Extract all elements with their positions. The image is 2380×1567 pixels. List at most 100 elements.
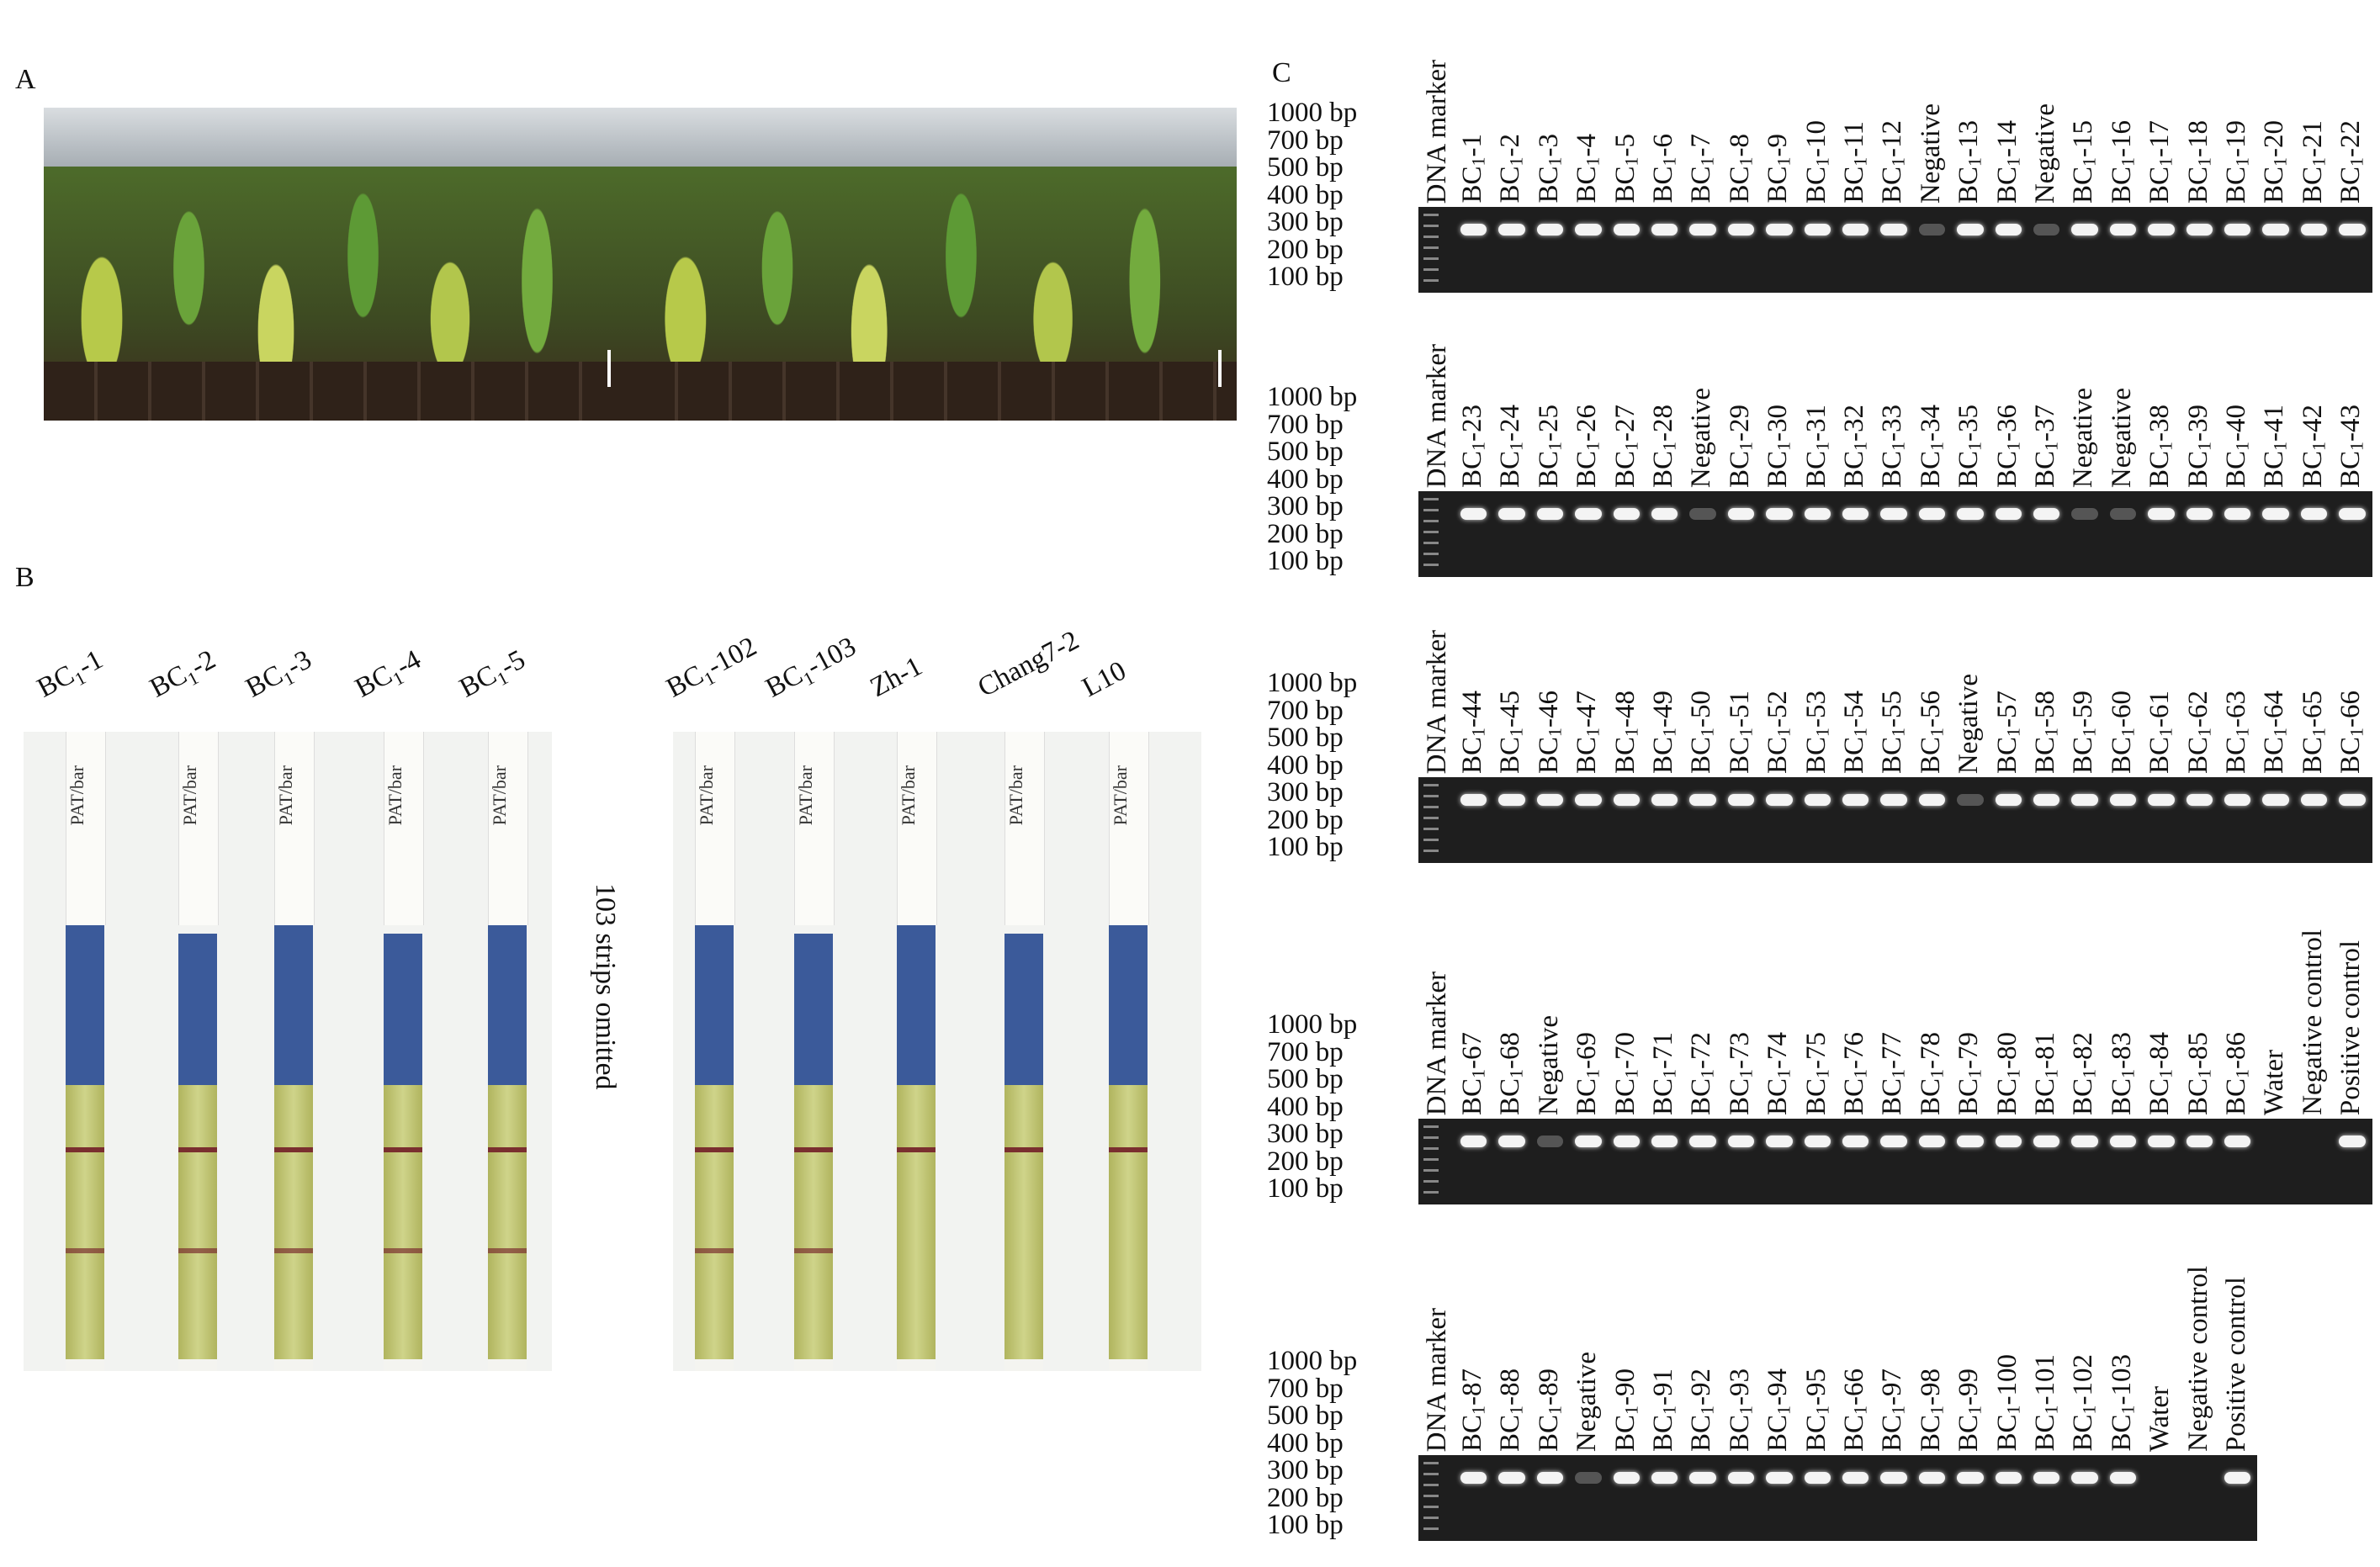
strip-label: BC1-4 (350, 644, 427, 704)
pcr-band (1995, 1472, 2022, 1484)
lane-label: BC1-39 (2182, 404, 2215, 488)
lane-label: BC1-66 (2335, 690, 2367, 774)
lane-label: BC1-28 (1648, 404, 1680, 488)
lane-label: BC1-72 (1686, 1031, 1718, 1115)
pcr-band (2033, 508, 2060, 520)
pcr-band (1536, 224, 1564, 236)
bp-size-label: 700 bp (1267, 695, 1344, 726)
lane-label: BC1-66 (1839, 1368, 1871, 1452)
lane-label: BC1-63 (2221, 690, 2253, 774)
pcr-band (2262, 224, 2289, 236)
bp-size-label: 200 bp (1267, 804, 1344, 835)
pcr-band (1651, 1136, 1678, 1147)
lane-label: BC1-89 (1533, 1368, 1566, 1452)
lane-label: BC1-42 (2297, 404, 2330, 488)
lane-label: BC1-93 (1724, 1368, 1757, 1452)
lane-label: BC1-13 (1953, 119, 1985, 204)
lane-label: BC1-37 (2030, 404, 2062, 488)
agarose-gel (1418, 777, 2372, 863)
lane-label: BC1-73 (1724, 1031, 1757, 1115)
bp-size-label: 400 bp (1267, 1091, 1344, 1122)
lane-label: BC1-12 (1877, 119, 1909, 204)
lane-label: BC1-57 (1991, 690, 2024, 774)
lane-label: BC1-54 (1839, 690, 1871, 774)
pcr-band (1842, 508, 1869, 520)
lane-label: BC1-44 (1457, 690, 1489, 774)
pcr-band (1689, 1472, 1716, 1484)
strip-text: PAT/bar (1110, 765, 1131, 826)
lane-label: BC1-26 (1572, 404, 1603, 488)
pcr-band (1918, 224, 1946, 236)
panel-label-b: B (15, 562, 34, 593)
pcr-band (1995, 1136, 2022, 1147)
lane-label: BC1-103 (2106, 1354, 2139, 1452)
test-strip: PAT/bar (1004, 732, 1045, 1371)
pcr-band (1498, 224, 1525, 236)
lane-label: BC1-65 (2297, 690, 2330, 774)
pcr-band (1498, 1136, 1525, 1147)
pcr-band (1918, 1136, 1946, 1147)
pcr-band (1804, 224, 1831, 236)
pcr-band (1727, 794, 1755, 806)
control-line (274, 1147, 313, 1152)
pcr-band (2224, 1136, 2251, 1147)
bp-size-label: 700 bp (1267, 409, 1344, 440)
lane-label: BC1-6 (1648, 134, 1680, 204)
test-strip: PAT/bar (274, 732, 315, 1371)
bp-size-label: 500 bp (1267, 723, 1344, 753)
lane-label: BC1-41 (2259, 404, 2291, 488)
lane-label: Negative control (2297, 929, 2328, 1115)
pcr-band (2262, 508, 2289, 520)
pcr-band (1460, 794, 1487, 806)
lane-label: BC1-87 (1457, 1368, 1489, 1452)
lane-label: BC1-5 (1609, 134, 1642, 204)
lane-label: BC1-68 (1495, 1031, 1527, 1115)
lane-label: BC1-52 (1762, 690, 1794, 774)
lane-label: BC1-27 (1609, 404, 1642, 488)
lane-label: BC1-36 (1991, 404, 2024, 488)
pcr-band (2033, 1472, 2060, 1484)
lane-label: BC1-45 (1495, 690, 1527, 774)
lane-label: BC1-46 (1533, 690, 1566, 774)
pcr-band (1727, 1136, 1755, 1147)
lane-label: Water (2259, 1050, 2290, 1115)
pcr-band (1460, 508, 1487, 520)
bp-size-label: 300 bp (1267, 1119, 1344, 1149)
pcr-band (1575, 508, 1602, 520)
pcr-band (2300, 224, 2328, 236)
control-line (1109, 1147, 1148, 1152)
lane-label: Negative (1915, 103, 1946, 204)
pcr-band (1689, 794, 1716, 806)
lane-label: BC1-18 (2182, 119, 2215, 204)
lane-label: BC1-56 (1915, 690, 1948, 774)
bp-size-label: 100 bp (1267, 832, 1344, 862)
strip-label: L10 (1077, 655, 1132, 704)
lane-label: BC1-20 (2259, 119, 2291, 204)
pcr-band (2071, 224, 2098, 236)
pcr-band (1536, 794, 1564, 806)
lane-label: BC1-25 (1533, 404, 1566, 488)
lane-label: BC1-71 (1648, 1031, 1680, 1115)
strip-text: PAT/bar (898, 765, 919, 826)
pcr-band (1498, 1472, 1525, 1484)
pcr-band (1575, 1136, 1602, 1147)
agarose-gel (1418, 491, 2372, 577)
scale-bar (607, 350, 611, 387)
pcr-band (1613, 224, 1640, 236)
lane-label: BC1-8 (1724, 134, 1757, 204)
lane-label: BC1-90 (1609, 1368, 1642, 1452)
lane-label: BC1-9 (1762, 134, 1794, 204)
lane-label: Water (2144, 1386, 2176, 1452)
lane-label: BC1-50 (1686, 690, 1718, 774)
strip-text: PAT/bar (1005, 765, 1026, 826)
pcr-band (1536, 1472, 1564, 1484)
strip-label: Chang7-2 (973, 625, 1084, 704)
pcr-band (1918, 1472, 1946, 1484)
dna-ladder (1423, 781, 1439, 860)
test-strip: PAT/bar (66, 732, 106, 1371)
strip-text: PAT/bar (179, 765, 200, 826)
lane-label: BC1-60 (2106, 690, 2139, 774)
lane-label: BC1-84 (2144, 1031, 2176, 1115)
pcr-band (1880, 1136, 1907, 1147)
bp-size-label: 100 bp (1267, 1510, 1344, 1540)
